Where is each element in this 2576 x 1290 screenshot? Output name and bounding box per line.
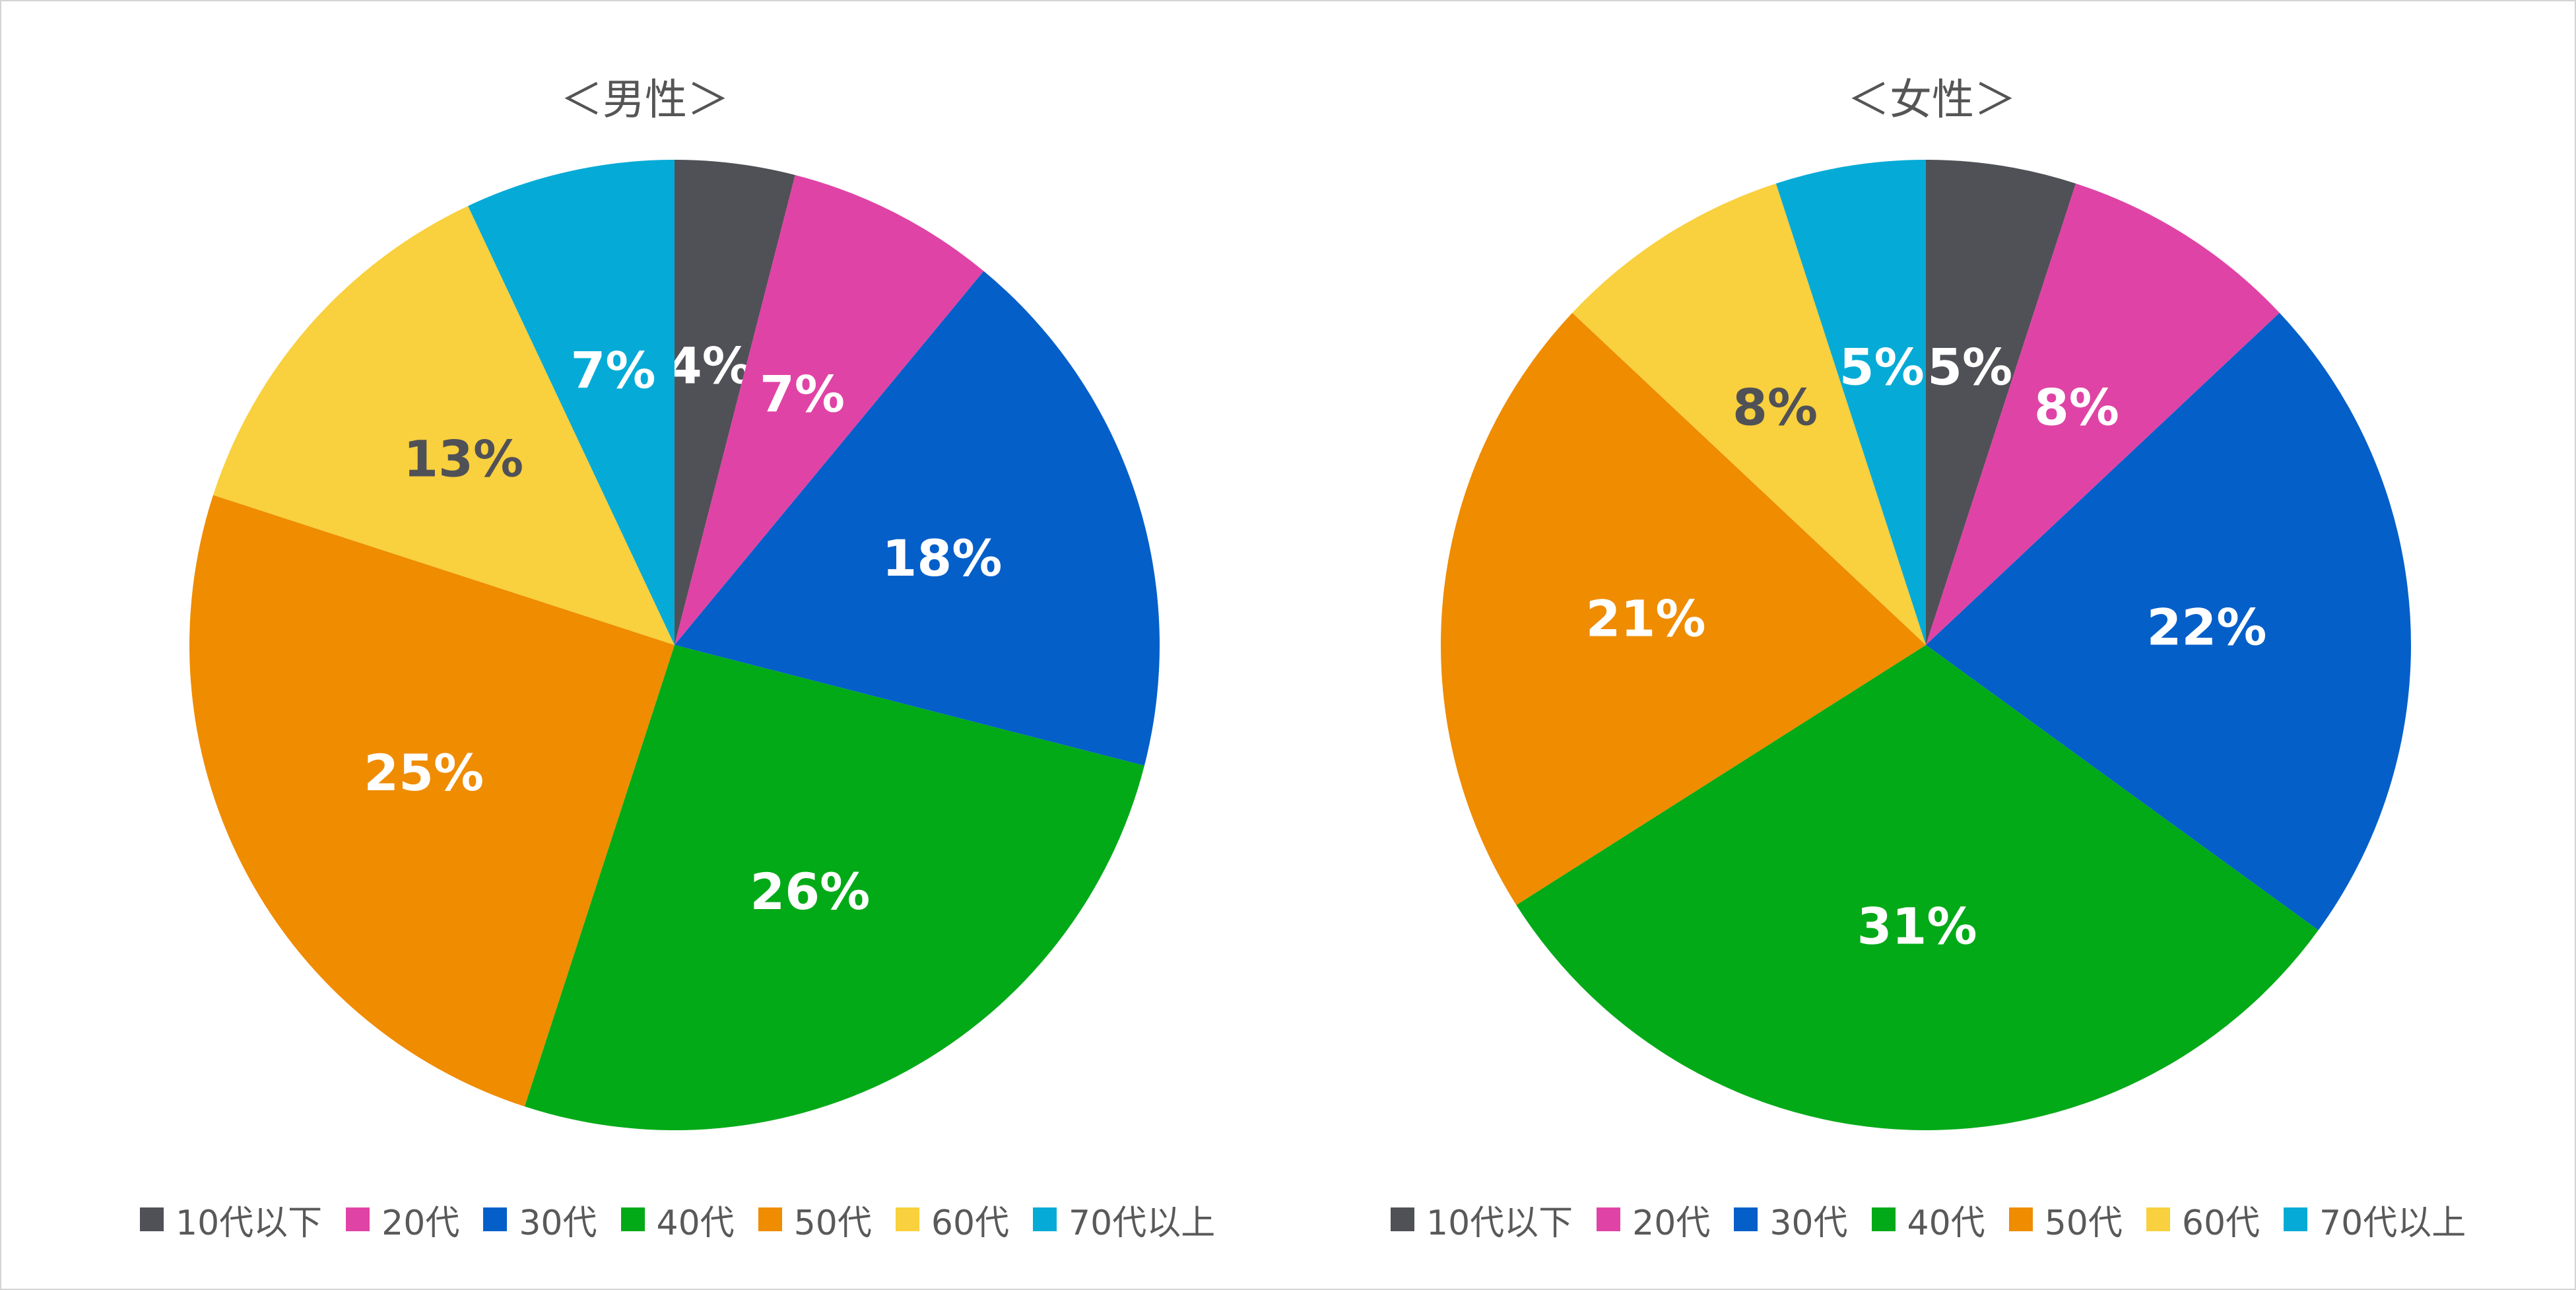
chart-title-male: ＜男性＞ [560, 76, 729, 125]
pie-slice-female-1 [1926, 183, 2280, 645]
pie-slice-female-6 [1775, 160, 1926, 645]
legend-label: 70代以上 [1069, 1203, 1216, 1243]
legend-label: 60代 [2181, 1203, 2261, 1243]
slice-label-male-2: 18% [882, 529, 1002, 588]
pie-slice-female-3 [1516, 645, 2319, 1130]
slice-label-female-2: 22% [2146, 598, 2266, 657]
legend-swatch [1033, 1207, 1057, 1231]
legend-swatch [1871, 1207, 1896, 1231]
pie-chart-male: ＜男性＞ 4% 7% 18% 26% 25% 13% 7% 10代以下 20代 30代 40代 50… [1, 1, 1288, 1289]
legend-item-female-4: 50代 [2008, 1195, 2123, 1244]
pie-slice-male-4 [189, 494, 675, 1107]
legend-swatch [2146, 1207, 2170, 1231]
legend-swatch [2284, 1207, 2308, 1231]
pie-slice-female-0 [1926, 160, 2076, 645]
legend-swatch [895, 1207, 919, 1231]
legend-label: 40代 [656, 1203, 735, 1243]
legend-label: 30代 [1769, 1203, 1848, 1243]
pie-male-svg: 4% 7% 18% 26% 25% 13% 7% [189, 159, 1160, 1130]
legend-item-female-2: 30代 [1734, 1195, 1848, 1244]
slice-label-female-6: 5% [1839, 337, 1925, 396]
slice-label-male-1: 7% [760, 365, 845, 424]
legend-item-male-6: 70代以上 [1033, 1195, 1215, 1244]
slice-label-female-3: 31% [1857, 897, 1977, 956]
legend-label: 60代 [931, 1203, 1010, 1243]
legend-item-male-5: 60代 [895, 1195, 1010, 1244]
legend-item-male-2: 30代 [483, 1195, 597, 1244]
legend-male: 10代以下 20代 30代 40代 50代 60代 70代以上 [140, 1195, 1215, 1244]
legend-label: 50代 [793, 1203, 872, 1243]
legend-item-male-3: 40代 [620, 1195, 735, 1244]
legend-item-female-1: 20代 [1597, 1195, 1710, 1244]
legend-item-female-5: 60代 [2146, 1195, 2260, 1244]
pie-slice-male-5 [213, 205, 675, 645]
legend-label: 50代 [2044, 1203, 2123, 1243]
pie-slice-male-6 [468, 159, 675, 645]
slice-label-male-0: 4% [667, 337, 752, 395]
legend-label: 10代以下 [176, 1203, 323, 1243]
slice-label-male-5: 13% [403, 430, 523, 489]
legend-label: 30代 [519, 1203, 597, 1243]
pie-slice-male-3 [524, 645, 1144, 1130]
slice-label-male-6: 7% [570, 341, 655, 399]
slice-label-female-4: 21% [1586, 589, 1706, 648]
legend-label: 20代 [381, 1203, 460, 1243]
legend-item-female-6: 70代以上 [2284, 1195, 2466, 1244]
legend-female: 10代以下 20代 30代 40代 50代 60代 70代以上 [1391, 1195, 2466, 1244]
legend-item-male-0: 10代以下 [140, 1195, 322, 1244]
legend-swatch [140, 1207, 164, 1231]
pie-slice-male-2 [675, 271, 1160, 766]
pie-slice-female-2 [1926, 312, 2411, 931]
legend-swatch [758, 1207, 782, 1231]
slice-label-male-3: 26% [750, 862, 870, 921]
legend-item-male-1: 20代 [346, 1195, 459, 1244]
slice-label-female-0: 5% [1927, 337, 2012, 396]
legend-label: 10代以下 [1426, 1203, 1573, 1243]
legend-swatch [1391, 1207, 1414, 1231]
legend-swatch [620, 1207, 645, 1231]
pie-female-svg: 5% 8% 22% 31% 21% 8% 5% [1441, 160, 2411, 1130]
pie-slice-female-5 [1572, 183, 1926, 645]
legend-swatch [346, 1207, 370, 1231]
pie-chart-female: ＜女性＞ 5% 8% 22% 31% 21% 8% 5% 10代以下 20代 30代 40代 50代… [1288, 1, 2575, 1289]
slice-label-male-4: 25% [364, 743, 484, 802]
legend-item-male-4: 50代 [758, 1195, 872, 1244]
legend-label: 20代 [1632, 1203, 1711, 1243]
pie-slice-male-0 [675, 160, 795, 645]
chart-title-female: ＜女性＞ [1847, 76, 2016, 125]
legend-label: 70代以上 [2319, 1203, 2466, 1243]
legend-swatch [483, 1207, 508, 1231]
slice-label-female-5: 8% [1733, 378, 1818, 437]
legend-swatch [1597, 1207, 1621, 1231]
slice-label-female-1: 8% [2034, 378, 2119, 437]
legend-item-female-3: 40代 [1871, 1195, 1985, 1244]
pie-slice-female-4 [1441, 312, 1926, 905]
legend-item-female-0: 10代以下 [1391, 1195, 1573, 1244]
legend-swatch [2008, 1207, 2033, 1231]
legend-swatch [1734, 1207, 1758, 1231]
legend-label: 40代 [1907, 1203, 1985, 1243]
pie-slice-male-1 [675, 175, 984, 645]
